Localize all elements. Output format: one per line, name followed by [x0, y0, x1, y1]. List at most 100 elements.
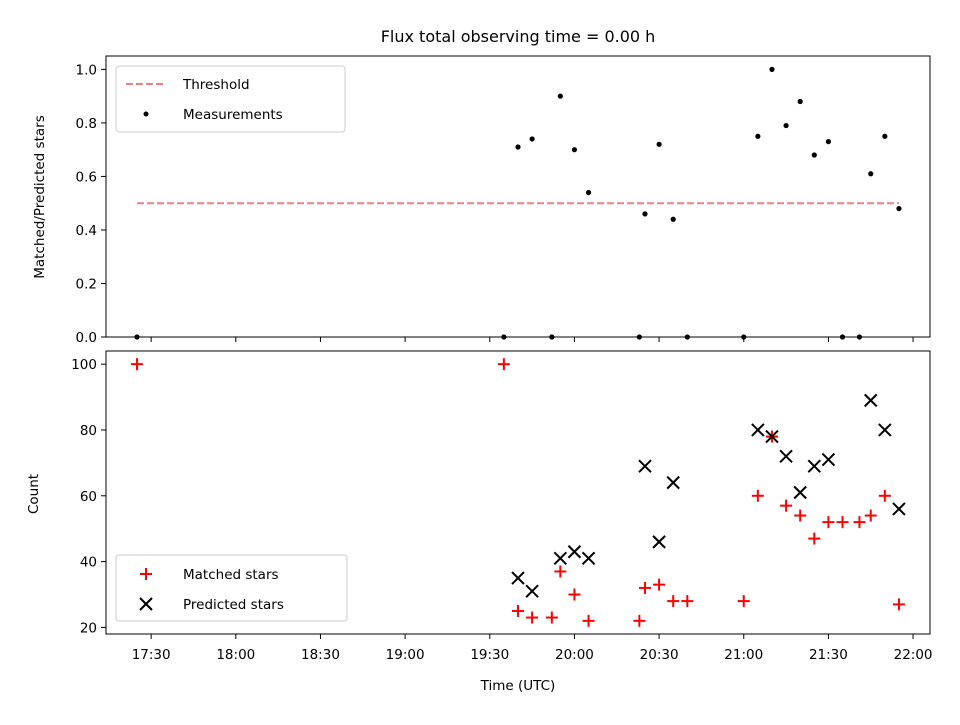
matched-star-point-11: [667, 595, 680, 608]
measurement-point-7: [585, 189, 592, 196]
predicted-star-point-16: [892, 502, 906, 516]
top-y-tick-label-1: 0.2: [76, 276, 97, 292]
predicted-star-point-2: [553, 551, 568, 566]
matched-star-point-18: [808, 532, 821, 545]
top-plot-frame: [105, 55, 931, 338]
bottom-plot-frame: [105, 350, 931, 635]
matched-star-point-1: [497, 358, 510, 371]
matched-star-point-16: [780, 499, 793, 512]
measurement-point-24: [896, 205, 902, 212]
top-legend: Threshold Measurements: [115, 65, 346, 133]
bottom-y-tick-label-2: 60: [80, 489, 97, 505]
measurement-point-6: [571, 147, 578, 153]
measurement-point-22: [868, 171, 874, 177]
matched-star-point-10: [653, 578, 666, 591]
measurement-point-14: [755, 133, 761, 139]
matched-star-point-3: [526, 611, 539, 624]
predicted-star-point-9: [765, 429, 779, 444]
predicted-star-point-13: [821, 452, 836, 467]
measurement-point-10: [656, 141, 662, 147]
top-legend-box: [115, 65, 346, 133]
predicted-star-point-3: [567, 545, 582, 559]
measurement-point-5: [557, 93, 563, 99]
bottom-y-axis-label: Count: [26, 474, 42, 514]
matched-star-point-23: [878, 489, 891, 502]
matched-star-point-20: [836, 516, 849, 529]
matched-star-point-8: [633, 614, 646, 627]
bottom-y-tick-label-4: 100: [71, 357, 97, 373]
bottom-y-tick-label-1: 40: [80, 555, 97, 571]
matched-star-point-13: [737, 595, 750, 608]
bottom-x-tick-label-6: 20:30: [640, 647, 679, 663]
top-chart-title: Flux total observing time = 0.00 h: [381, 27, 656, 46]
top-y-axis-label: Matched/Predicted stars: [32, 115, 48, 278]
predicted-star-point-10: [779, 449, 793, 464]
matched-star-point-4: [545, 611, 558, 624]
legend-matched-label: Matched stars: [183, 567, 279, 583]
measurement-point-18: [811, 152, 817, 158]
predicted-star-point-7: [666, 475, 680, 490]
legend-threshold-label: Threshold: [182, 77, 250, 93]
top-y-tick-label-5: 1.0: [76, 62, 97, 78]
matched-star-point-7: [582, 614, 595, 627]
bottom-x-tick-label-8: 21:30: [809, 647, 848, 663]
bottom-x-tick-label-2: 18:30: [301, 647, 340, 663]
bottom-x-tick-label-4: 19:30: [470, 647, 509, 663]
predicted-star-point-12: [807, 459, 822, 473]
legend-predicted-label: Predicted stars: [183, 597, 284, 613]
bottom-y-ticks: 20 40 60 80 100: [71, 357, 106, 636]
matched-star-point-19: [822, 516, 835, 529]
top-y-tick-label-0: 0.0: [76, 330, 97, 346]
bottom-legend-box: [115, 554, 348, 622]
top-y-ticks: 0.0 0.2 0.4 0.6 0.8 1.0: [76, 62, 106, 346]
top-y-tick-label-3: 0.6: [76, 169, 97, 185]
measurement-point-16: [783, 122, 789, 129]
predicted-star-point-14: [864, 393, 878, 408]
predicted-star-point-15: [878, 423, 892, 437]
predicted-star-point-8: [751, 423, 765, 437]
bottom-x-tick-label-3: 19:00: [386, 647, 425, 663]
measurement-point-19: [825, 139, 832, 145]
predicted-star-point-11: [793, 485, 807, 500]
legend-matched-swatch: [140, 568, 152, 580]
matched-star-point-21: [853, 516, 866, 529]
matched-star-point-22: [864, 509, 877, 522]
bottom-x-tick-label-1: 18:00: [216, 647, 255, 663]
top-y-tick-label-2: 0.4: [76, 223, 97, 239]
legend-measurements-swatch: [143, 111, 149, 117]
bottom-chart: Count Time (UTC) 20 40 60 80 100 17:30 18:00 1…: [26, 350, 933, 694]
measurement-point-2: [515, 144, 521, 150]
matched-star-point-24: [892, 598, 905, 611]
predicted-star-point-1: [525, 584, 539, 598]
top-chart: Flux total observing time = 0.00 h Match…: [32, 27, 931, 346]
bottom-legend: Matched stars Predicted stars: [115, 554, 348, 622]
measurement-point-15: [769, 66, 775, 72]
matched-star-point-17: [794, 509, 807, 522]
matched-star-point-6: [568, 588, 581, 601]
matched-star-point-14: [751, 489, 764, 502]
matched-star-point-5: [554, 565, 567, 578]
bottom-x-tick-label-5: 20:00: [555, 647, 594, 663]
bottom-x-axis-label: Time (UTC): [480, 678, 556, 694]
bottom-x-ticks: 17:30 18:00 18:30 19:00 19:30 20:00 20:30 21:00…: [132, 634, 933, 663]
top-y-tick-label-4: 0.8: [76, 116, 97, 132]
bottom-y-tick-label-3: 80: [80, 423, 97, 439]
matched-star-point-9: [638, 581, 651, 594]
predicted-star-point-0: [511, 571, 525, 585]
measurement-point-17: [797, 98, 803, 105]
matched-star-point-0: [131, 358, 144, 371]
bottom-y-tick-label-0: 20: [80, 620, 97, 636]
predicted-star-point-6: [652, 535, 666, 549]
legend-predicted-swatch: [139, 597, 153, 611]
legend-measurements-label: Measurements: [183, 107, 283, 123]
predicted-star-point-4: [581, 551, 596, 566]
measurement-point-3: [529, 136, 535, 142]
matched-star-point-12: [681, 595, 694, 608]
measurement-point-9: [642, 211, 648, 217]
matched-star-point-2: [512, 604, 524, 617]
predicted-star-point-5: [638, 459, 652, 473]
bottom-x-tick-label-0: 17:30: [132, 647, 171, 663]
measurement-point-23: [882, 133, 888, 139]
